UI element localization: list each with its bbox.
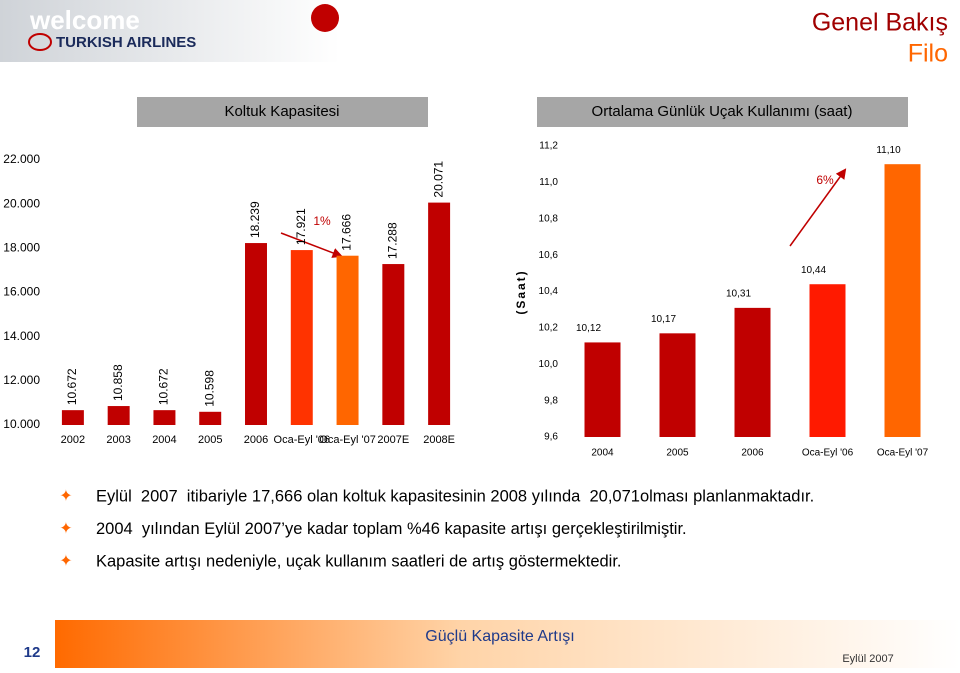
value-label: 20.071 xyxy=(431,161,445,198)
x-tick-label: Oca-Eyl '06 xyxy=(274,434,331,446)
y-axis-label: (Saat) xyxy=(514,269,528,314)
x-tick-label: 2004 xyxy=(591,448,614,459)
value-label: 10,31 xyxy=(726,289,751,300)
bar xyxy=(107,406,130,425)
value-label: 10.598 xyxy=(202,370,216,407)
y-tick-label: 10,8 xyxy=(539,213,559,224)
chart-title-box xyxy=(137,97,428,127)
x-tick-label: Oca-Eyl '07 xyxy=(877,448,929,459)
bullet-icon: ✦ xyxy=(59,553,72,570)
chart-title-box xyxy=(537,97,908,127)
annotation: 1% xyxy=(313,214,331,228)
value-label: 10,17 xyxy=(651,314,676,325)
page-number: 12 xyxy=(24,644,41,661)
y-tick-label: 16.000 xyxy=(3,285,40,299)
value-label: 17.666 xyxy=(340,214,354,251)
growth-arrow xyxy=(280,232,343,258)
bar xyxy=(199,411,222,425)
value-label: 17.921 xyxy=(294,208,308,245)
bullet-icon: ✦ xyxy=(59,488,72,505)
chart-title: Koltuk Kapasitesi xyxy=(224,103,339,120)
y-tick-label: 11,0 xyxy=(539,177,558,188)
bar xyxy=(428,202,451,425)
y-tick-label: 10,4 xyxy=(539,286,559,297)
y-tick-label: 18.000 xyxy=(3,241,40,255)
growth-arrow xyxy=(789,168,847,247)
value-label: 18.239 xyxy=(248,201,262,238)
y-tick-label: 10.000 xyxy=(3,417,40,431)
y-tick-label: 14.000 xyxy=(3,329,40,343)
y-tick-label: 10,2 xyxy=(539,323,559,334)
logo-banner xyxy=(0,0,340,62)
bar xyxy=(290,250,313,425)
bullet-text: Kapasite artışı nedeniyle, uçak kullanım… xyxy=(96,552,622,570)
y-tick-label: 9,8 xyxy=(544,395,558,406)
value-label: 17.288 xyxy=(386,222,400,259)
x-tick-label: Oca-Eyl '07 xyxy=(319,434,376,446)
bullet-icon: ✦ xyxy=(59,521,72,538)
value-label: 10.858 xyxy=(111,364,125,401)
x-tick-label: 2004 xyxy=(152,434,176,446)
logo-brand: TURKISH AIRLINES xyxy=(56,34,196,51)
bar xyxy=(153,410,176,425)
footer-bar xyxy=(55,620,960,668)
value-label: 10,12 xyxy=(576,323,601,334)
footer-title: Güçlü Kapasite Artışı xyxy=(425,628,574,645)
value-label: 11,10 xyxy=(876,145,901,156)
logo-icon xyxy=(28,33,52,51)
value-label: 10,44 xyxy=(801,265,826,276)
slide-title: Genel Bakış xyxy=(812,9,948,37)
y-tick-label: 9,6 xyxy=(544,432,558,443)
bar xyxy=(734,307,771,437)
y-tick-label: 20.000 xyxy=(3,196,40,210)
x-tick-label: 2005 xyxy=(198,434,222,446)
bar xyxy=(809,284,846,437)
logo-emblem xyxy=(311,4,339,32)
x-tick-label: 2007E xyxy=(377,434,409,446)
bar xyxy=(336,255,359,425)
value-label: 10.672 xyxy=(157,368,171,405)
logo-welcome: welcome xyxy=(29,5,140,35)
bar xyxy=(245,243,267,425)
x-tick-label: 2003 xyxy=(106,434,130,446)
annotation: 6% xyxy=(816,173,834,187)
x-tick-label: 2005 xyxy=(666,448,689,459)
slide-subtitle: Filo xyxy=(908,40,948,68)
x-tick-label: 2008E xyxy=(423,434,455,446)
x-tick-label: 2006 xyxy=(244,434,268,446)
y-tick-label: 11,2 xyxy=(539,141,558,152)
bar xyxy=(61,410,84,425)
y-tick-label: 10,0 xyxy=(539,359,559,370)
bar xyxy=(659,333,696,437)
value-label: 10.672 xyxy=(65,368,79,405)
chart-title: Ortalama Günlük Uçak Kullanımı (saat) xyxy=(592,103,853,120)
x-tick-label: Oca-Eyl '06 xyxy=(802,448,854,459)
bar xyxy=(584,342,621,437)
x-tick-label: 2006 xyxy=(741,448,764,459)
bullet-text: Eylül 2007 itibariyle 17,666 olan koltuk… xyxy=(96,487,814,505)
bullet-text: 2004 yılından Eylül 2007’ye kadar toplam… xyxy=(96,520,687,538)
y-tick-label: 22.000 xyxy=(3,152,40,166)
bar xyxy=(884,164,921,437)
y-tick-label: 10,6 xyxy=(539,250,559,261)
bar xyxy=(382,264,405,425)
x-tick-label: 2002 xyxy=(61,434,85,446)
y-tick-label: 12.000 xyxy=(3,373,40,387)
footer-date: Eylül 2007 xyxy=(842,653,893,665)
